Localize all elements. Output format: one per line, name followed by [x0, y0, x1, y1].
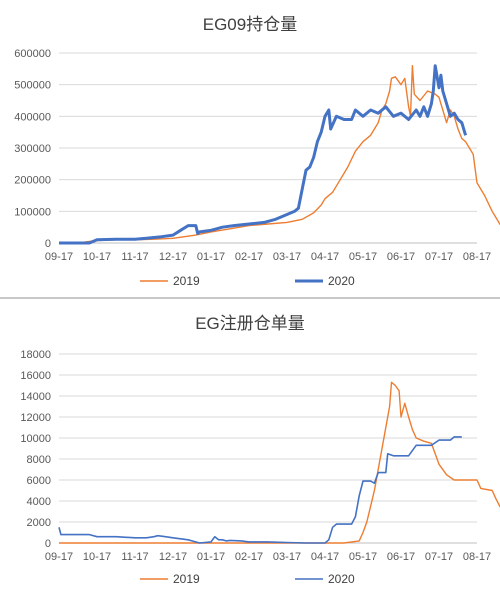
- x-tick-label: 08-17: [463, 551, 491, 563]
- x-tick-label: 11-17: [121, 251, 148, 263]
- warehouse-receipt-chart-svg: EG注册仓单量 0 2000 4000 6000 8000 10000 12000 14000 1…: [20, 314, 500, 586]
- x-tick-label: 01-17: [197, 251, 225, 263]
- x-tick-label: 07-17: [425, 551, 453, 563]
- y-tick-label: 18000: [20, 349, 51, 361]
- y-tick-label: 400000: [14, 111, 51, 123]
- y-tick-label: 4000: [27, 496, 51, 508]
- x-tick-label: 08-17: [463, 251, 491, 263]
- y-tick-label: 600000: [14, 48, 51, 60]
- y-tick-label: 500000: [14, 80, 51, 92]
- x-tick-label: 11-17: [121, 551, 148, 563]
- series-line-2019: [59, 65, 500, 244]
- x-tick-label: 02-17: [235, 251, 263, 263]
- y-tick-label: 200000: [14, 175, 51, 187]
- legend-label-2020: 2020: [328, 572, 355, 586]
- x-tick-label: 12-17: [159, 551, 187, 563]
- x-tick-label: 09-17: [45, 251, 73, 263]
- y-tick-label: 14000: [20, 391, 51, 403]
- chart-divider: [0, 297, 500, 299]
- x-tick-label: 03-17: [273, 251, 301, 263]
- x-tick-label: 10-17: [83, 251, 111, 263]
- x-tick-label: 02-17: [235, 551, 263, 563]
- open-interest-chart-svg: EG09持仓量 0 100000 200000 300000 400000 500000 60…: [14, 15, 500, 288]
- series-line-2020: [59, 64, 468, 245]
- y-tick-label: 8000: [27, 454, 51, 466]
- y-tick-label: 6000: [27, 475, 51, 487]
- y-tick-label: 10000: [20, 433, 51, 445]
- legend-label-2019: 2019: [173, 274, 200, 288]
- chart-title: EG注册仓单量: [195, 314, 305, 333]
- y-tick-label: 0: [45, 538, 51, 550]
- legend-label-2020: 2020: [328, 274, 355, 288]
- x-tick-label: 10-17: [83, 551, 111, 563]
- series-line-2019: [59, 381, 500, 544]
- x-tick-label: 05-17: [349, 251, 377, 263]
- y-tick-label: 2000: [27, 517, 51, 529]
- y-tick-label: 16000: [20, 370, 51, 382]
- x-tick-label: 12-17: [159, 251, 187, 263]
- y-tick-label: 12000: [20, 412, 51, 424]
- x-tick-label: 06-17: [387, 251, 415, 263]
- x-tick-label: 06-17: [387, 551, 415, 563]
- x-tick-label: 03-17: [273, 551, 301, 563]
- warehouse-receipt-chart: EG注册仓单量 0 2000 4000 6000 8000 10000 12000 14000 1…: [0, 299, 500, 599]
- x-tick-label: 04-17: [311, 251, 339, 263]
- y-tick-label: 300000: [14, 143, 51, 155]
- series-line-2020: [58, 436, 462, 544]
- x-tick-label: 07-17: [425, 251, 453, 263]
- x-tick-label: 01-17: [197, 551, 225, 563]
- legend-label-2019: 2019: [173, 572, 200, 586]
- y-tick-label: 0: [45, 238, 51, 250]
- x-tick-label: 04-17: [311, 551, 339, 563]
- chart-title: EG09持仓量: [203, 15, 297, 34]
- y-tick-label: 100000: [14, 206, 51, 218]
- open-interest-chart: EG09持仓量 0 100000 200000 300000 400000 500000 60…: [0, 0, 500, 297]
- x-tick-label: 05-17: [349, 551, 377, 563]
- x-tick-label: 09-17: [45, 551, 73, 563]
